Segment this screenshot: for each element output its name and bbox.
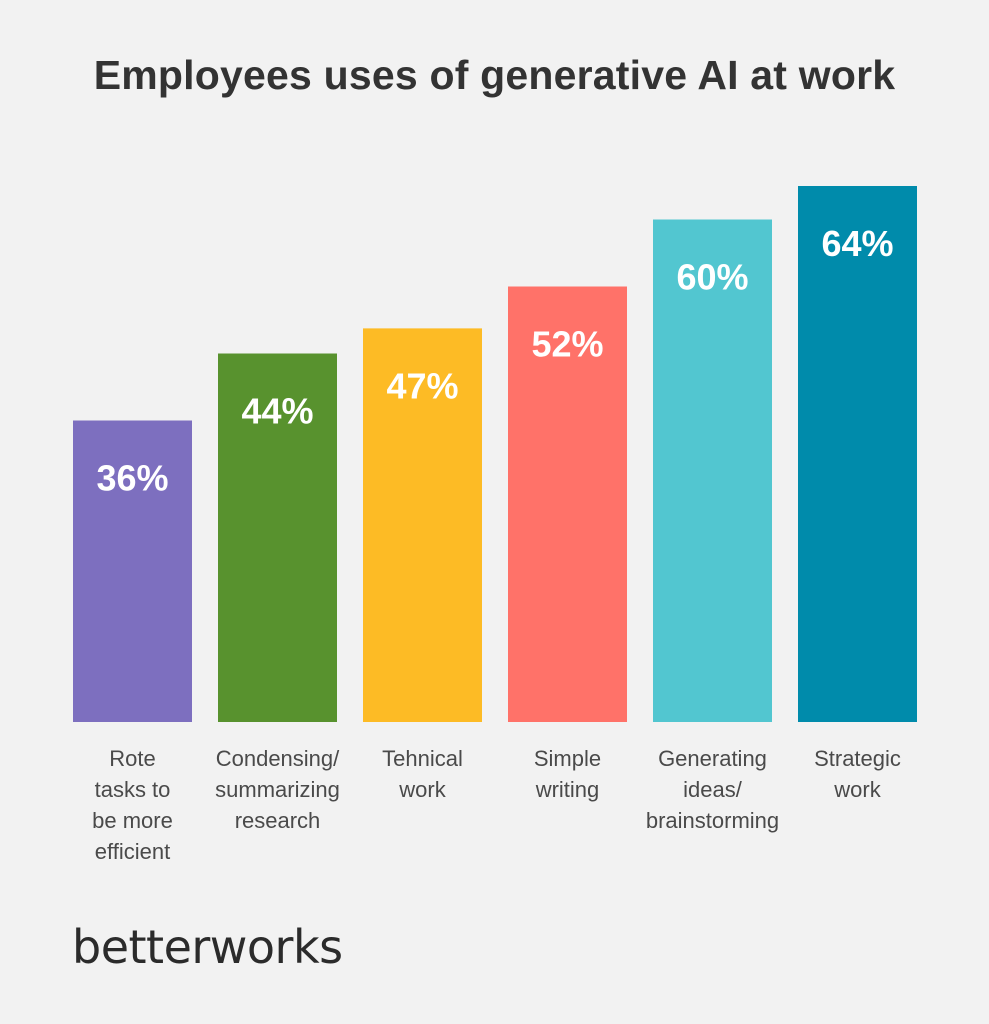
category-label-0: Rote tasks to be more efficient — [92, 746, 173, 864]
bar-5 — [798, 186, 917, 722]
value-label-0: 36% — [96, 458, 168, 499]
chart-title: Employees uses of generative AI at work — [93, 52, 896, 98]
value-label-5: 64% — [821, 223, 893, 264]
category-label-1: Condensing/summarizing research — [215, 746, 340, 833]
value-label-2: 47% — [386, 365, 458, 406]
category-label-4: Generating ideas/brainstorming — [646, 746, 779, 833]
value-label-3: 52% — [531, 324, 603, 365]
bar-2 — [363, 328, 482, 722]
value-label-4: 60% — [676, 257, 748, 298]
category-label-2: Tehnical work — [382, 746, 463, 802]
category-label-5: Strategic work — [814, 746, 901, 802]
bar-1 — [218, 353, 337, 722]
bar-0 — [73, 420, 192, 722]
bar-3 — [508, 286, 627, 722]
brand-logo: betterworks — [72, 920, 343, 974]
value-label-1: 44% — [241, 391, 313, 432]
category-label-3: Simple writing — [534, 746, 601, 802]
bar-4 — [653, 219, 772, 722]
bar-chart: 36% Rote tasks to be more efficient 44% Conden… — [73, 186, 917, 864]
